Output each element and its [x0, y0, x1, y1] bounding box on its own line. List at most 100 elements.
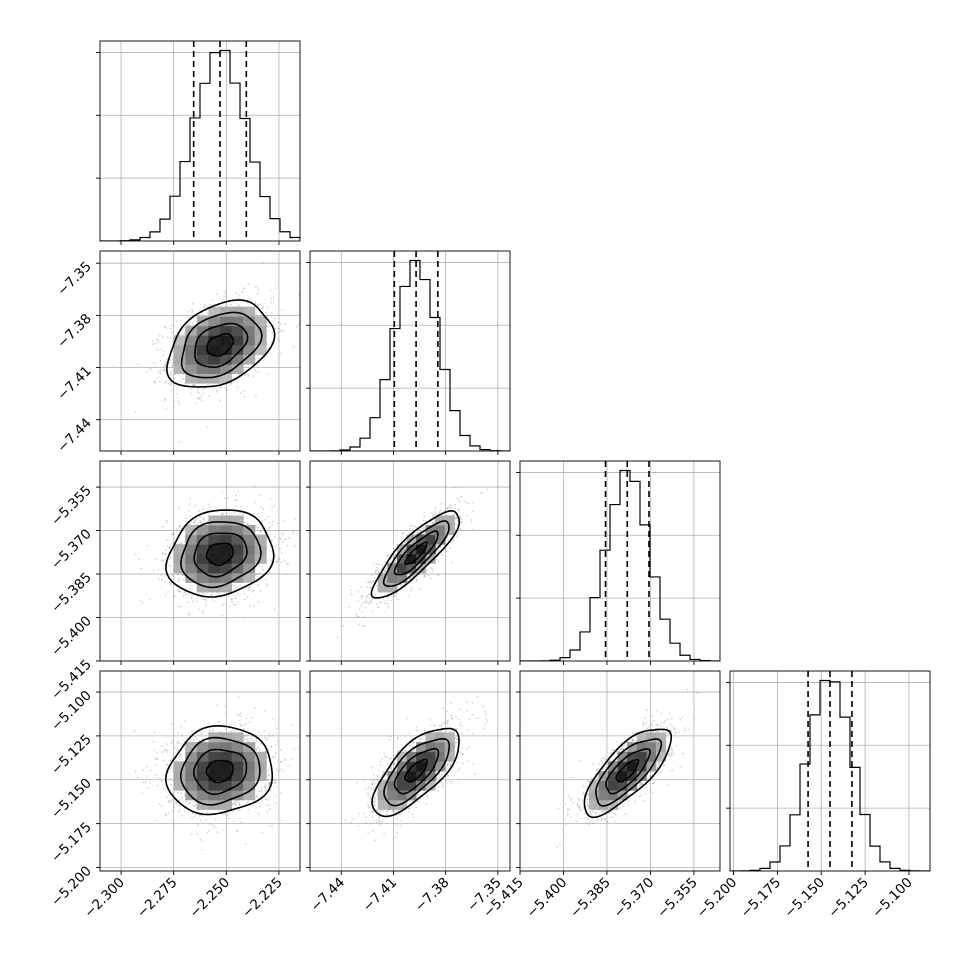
- density-cell: [231, 525, 244, 536]
- sample-point: [264, 736, 266, 739]
- density-cell: [220, 563, 232, 574]
- sample-point: [149, 769, 152, 772]
- density-cell: [173, 563, 186, 574]
- sample-point: [404, 541, 406, 544]
- sample-point: [190, 596, 193, 599]
- sample-point: [252, 375, 255, 378]
- sample-point: [264, 750, 267, 753]
- sample-point: [172, 595, 175, 598]
- sample-point: [472, 501, 474, 504]
- sample-point: [357, 591, 360, 593]
- sample-point: [222, 512, 225, 515]
- density-cell: [397, 563, 407, 574]
- sample-point: [197, 387, 200, 390]
- contour-level-2: [180, 311, 263, 379]
- sample-point: [270, 297, 273, 300]
- sample-point: [197, 397, 200, 400]
- panel-content: [310, 461, 510, 661]
- sample-point: [432, 514, 434, 517]
- density-cell: [425, 534, 436, 545]
- sample-point: [259, 531, 262, 534]
- density-cell: [208, 525, 221, 536]
- sample-point: [192, 383, 195, 386]
- sample-point: [193, 521, 196, 524]
- sample-point: [216, 389, 219, 392]
- sample-point: [246, 739, 249, 742]
- density-cell: [185, 544, 198, 555]
- sample-point: [149, 782, 151, 785]
- sample-point: [179, 525, 181, 527]
- sample-point: [453, 513, 455, 516]
- sample-point: [261, 831, 263, 834]
- sample-point: [403, 586, 406, 589]
- sample-point: [393, 595, 395, 597]
- sample-point: [449, 547, 451, 549]
- sample-point: [423, 515, 425, 518]
- sample-point: [356, 615, 359, 618]
- sample-point: [384, 560, 387, 563]
- sample-point: [191, 302, 194, 305]
- sample-point: [177, 580, 180, 583]
- panel-content: [100, 251, 300, 451]
- sample-point: [274, 535, 276, 538]
- sample-point: [239, 392, 242, 395]
- sample-point: [409, 577, 412, 580]
- density-cell: [231, 316, 244, 327]
- sample-point: [194, 402, 197, 405]
- sample-point: [266, 315, 269, 318]
- sample-point: [205, 426, 208, 429]
- sample-point: [393, 561, 396, 564]
- sample-point: [165, 548, 168, 551]
- sample-point: [201, 611, 204, 614]
- sample-point: [459, 518, 462, 521]
- sample-point: [140, 567, 143, 570]
- sample-point: [234, 603, 237, 606]
- sample-point: [261, 307, 263, 310]
- sample-point: [314, 494, 316, 496]
- sample-point: [149, 368, 152, 371]
- sample-point: [387, 607, 389, 609]
- sample-point: [266, 306, 269, 309]
- sample-point: [454, 517, 457, 520]
- sample-point: [279, 330, 282, 332]
- sample-point: [171, 366, 173, 368]
- sample-point: [268, 785, 270, 788]
- sample-point: [181, 578, 184, 581]
- sample-point: [283, 560, 286, 563]
- sample-point: [273, 504, 276, 507]
- sample-point: [368, 581, 371, 584]
- sample-point: [429, 566, 432, 569]
- sample-point: [255, 394, 257, 397]
- sample-point: [459, 528, 462, 531]
- sample-point: [164, 398, 167, 401]
- sample-point: [231, 598, 234, 601]
- sample-point: [439, 546, 442, 548]
- sample-point: [272, 296, 275, 299]
- sample-point: [268, 521, 271, 524]
- sample-point: [278, 557, 280, 560]
- sample-point: [238, 374, 241, 376]
- sample-point: [378, 606, 380, 608]
- sample-point: [437, 574, 440, 576]
- sample-point: [191, 597, 193, 600]
- density-cell: [220, 306, 232, 317]
- sample-point: [237, 802, 240, 804]
- sample-point: [173, 576, 176, 579]
- sample-point: [423, 511, 426, 514]
- density-cell: [444, 515, 455, 526]
- sample-point: [470, 521, 473, 523]
- sample-point: [455, 523, 458, 526]
- sample-point: [261, 305, 264, 308]
- sample-point: [166, 519, 168, 522]
- sample-point: [239, 722, 242, 725]
- sample-point: [360, 611, 363, 613]
- sample-point: [171, 574, 174, 577]
- y-tick-label: −7.38: [54, 311, 95, 352]
- sample-point: [160, 804, 162, 807]
- contour-level-2: [180, 521, 262, 589]
- density-cell: [185, 563, 198, 574]
- sample-point: [434, 507, 437, 509]
- sample-point: [455, 517, 458, 520]
- sample-point: [268, 570, 271, 573]
- sample-point: [260, 506, 262, 508]
